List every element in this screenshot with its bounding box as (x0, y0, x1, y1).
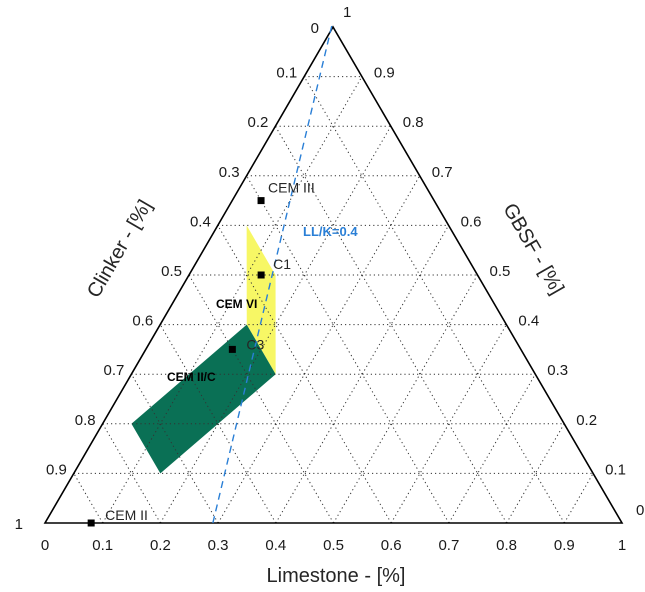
right-tick-label: 0.5 (490, 263, 511, 280)
bottom-tick-label: 0.8 (496, 537, 517, 554)
grid-line-clinker (73, 473, 104, 524)
grid-line-clinker (188, 274, 334, 524)
left-tick-label: 0.9 (46, 461, 67, 478)
grid-line-limestone (275, 225, 450, 524)
triangle-frame (43, 25, 624, 524)
point-marker (257, 197, 265, 205)
x-axis-title: Limestone - [%] (267, 565, 406, 587)
right-axis-title: GBSF - [%] (498, 200, 568, 299)
grid-line-limestone (333, 274, 478, 524)
grid-line-clinker (217, 225, 392, 524)
point-marker (87, 519, 95, 527)
bottom-tick-label: 1 (618, 537, 626, 554)
grid-line-clinker (274, 125, 508, 524)
triangle-border (43, 25, 624, 524)
left-tick-label: 1 (15, 516, 23, 533)
left-tick-label: 0.2 (248, 114, 269, 131)
grid-line-limestone (448, 373, 536, 524)
bottom-tick-label: 0 (41, 537, 49, 554)
left-tick-label: 0.1 (276, 65, 297, 82)
left-tick-label: 0 (311, 20, 319, 37)
left-axis-title: Clinker - [%] (83, 196, 157, 301)
grid-line-clinker (130, 373, 219, 524)
right-tick-label: 0.4 (518, 313, 539, 330)
bottom-tick-label: 0.4 (265, 537, 286, 554)
right-tick-label: 0.1 (605, 461, 626, 478)
left-tick-label: 0.6 (132, 313, 153, 330)
region-label-0: CEM VI (216, 297, 257, 311)
bottom-tick-label: 0.6 (381, 537, 402, 554)
ticks-layer: 0 0.1 0.2 0.3 0.4 0.5 0.6 0.7 0.8 0.9 1 0 0.1 0.2 0.3 0… (15, 4, 645, 554)
left-tick-label: 0.5 (161, 263, 182, 280)
right-tick-label: 0.6 (461, 213, 482, 230)
bottom-tick-label: 0.2 (150, 537, 171, 554)
point-label: CEM II (105, 507, 148, 523)
right-tick-label: 0.8 (403, 114, 424, 131)
reference-line (212, 24, 333, 524)
reference-line-label: LL/K=0.4 (303, 224, 358, 239)
point-label: C3 (246, 336, 264, 352)
left-tick-label: 0.3 (219, 164, 240, 181)
point-label: CEM III (268, 180, 315, 196)
right-tick-label: 0.9 (374, 65, 395, 82)
bottom-tick-label: 0.7 (438, 537, 459, 554)
point-label: C1 (273, 256, 291, 272)
bottom-tick-label: 0.1 (92, 537, 113, 554)
bottom-tick-label: 0.5 (323, 537, 344, 554)
grid-line-limestone (563, 473, 594, 524)
grid-line-clinker (159, 324, 277, 524)
bottom-tick-label: 0.9 (554, 537, 575, 554)
grid-layer (73, 76, 594, 524)
region-label-1: CEM II/C (167, 370, 216, 384)
grid-line-limestone (390, 324, 507, 524)
point-marker (228, 345, 236, 353)
right-tick-label: 0.2 (576, 412, 597, 429)
grid-line-clinker (303, 76, 565, 524)
bottom-tick-label: 0.3 (208, 537, 229, 554)
point-marker (257, 271, 265, 279)
right-tick-label: 0.7 (432, 164, 453, 181)
right-tick-label: 0 (636, 502, 644, 519)
right-tick-label: 1 (343, 4, 351, 21)
left-tick-label: 0.4 (190, 213, 211, 230)
left-tick-label: 0.7 (104, 362, 125, 379)
points-layer: CEM VI CEM II/C CEM III C1 C3 CEM II (87, 180, 315, 527)
right-tick-label: 0.3 (547, 362, 568, 379)
reference-line-layer: LL/K=0.4 (212, 24, 358, 524)
grid-line-limestone (159, 125, 392, 524)
left-tick-label: 0.8 (75, 412, 96, 429)
